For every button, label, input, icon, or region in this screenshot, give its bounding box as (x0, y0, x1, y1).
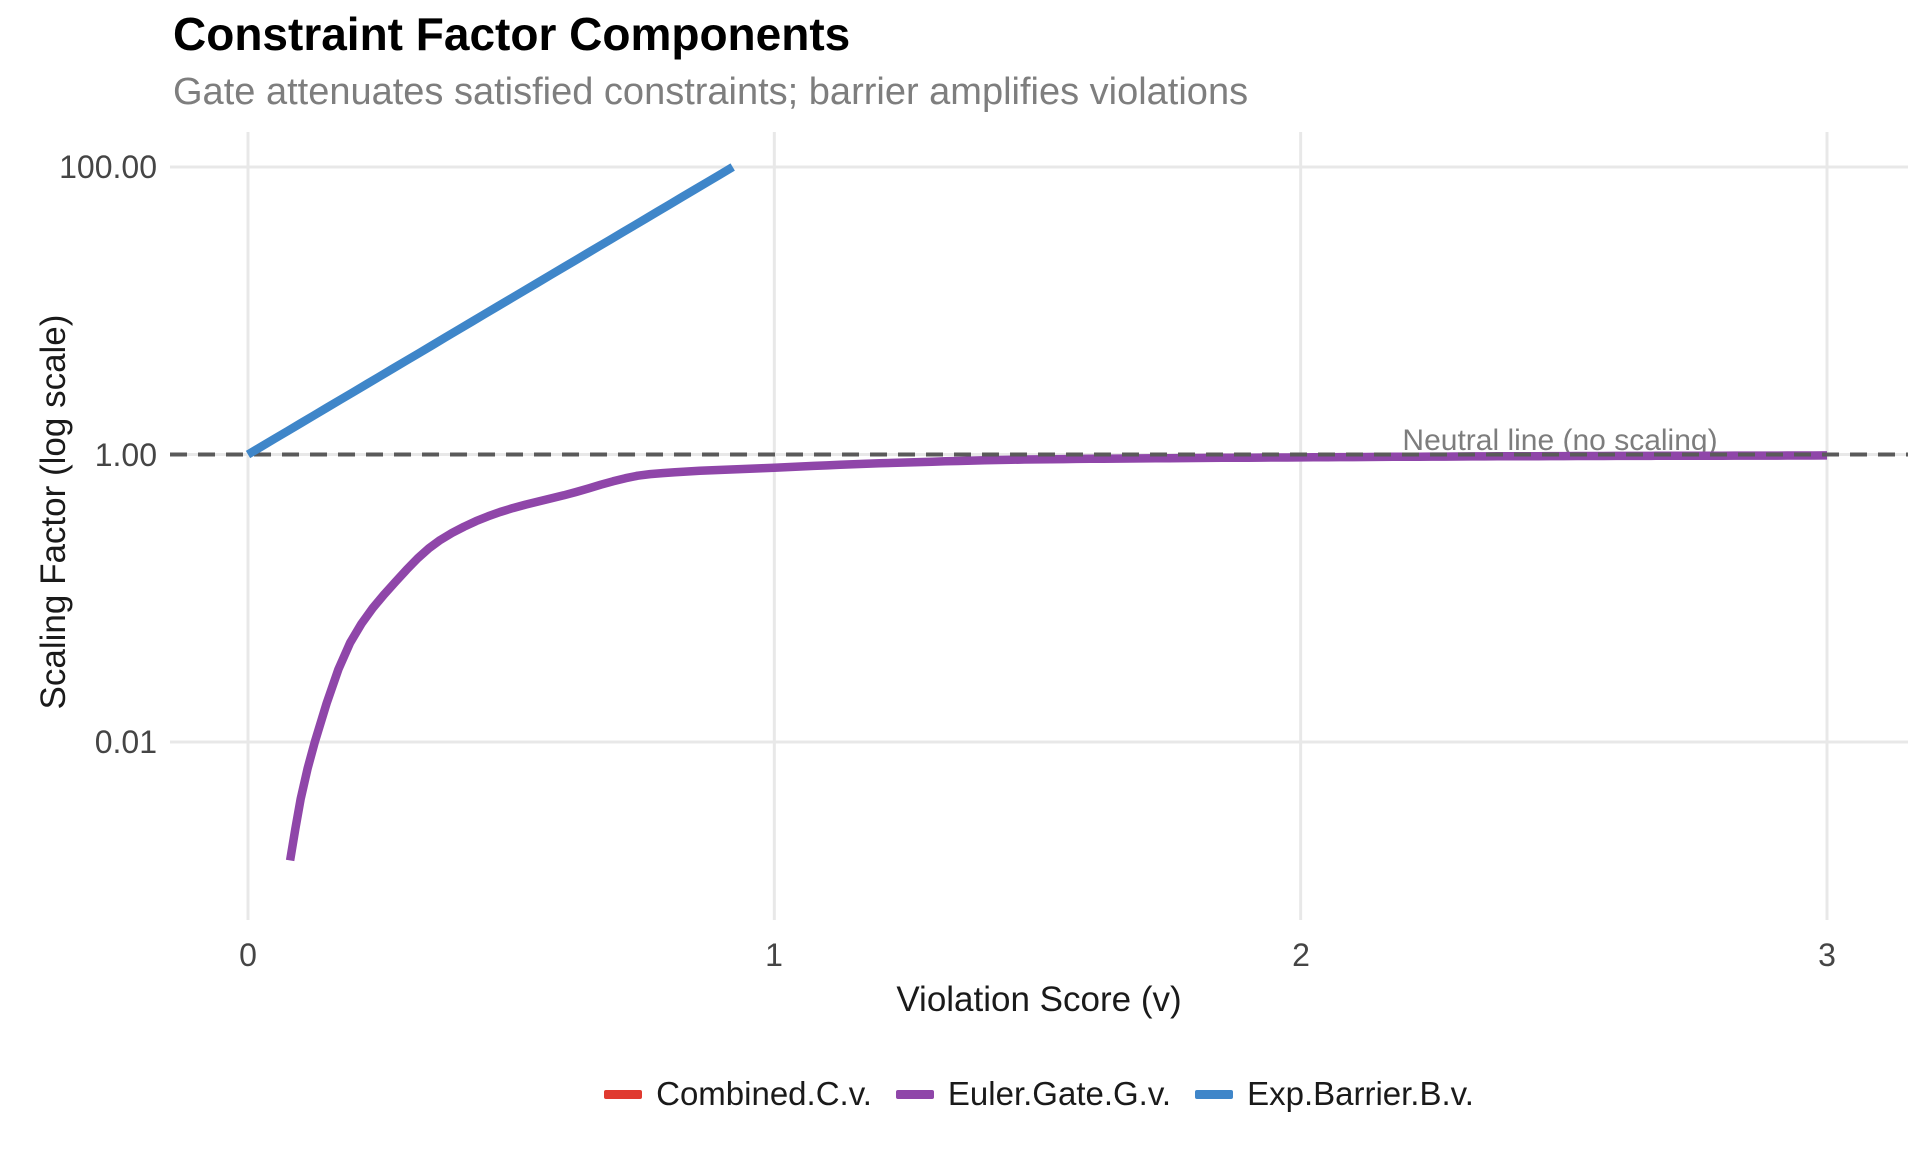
legend-item-exp-barrier: Exp.Barrier.B.v. (1195, 1076, 1474, 1112)
y-tick-label: 1.00 (94, 437, 157, 473)
legend-label-euler-gate: Euler.Gate.G.v. (947, 1075, 1172, 1112)
series-line-euler-gate-g-v- (285, 451, 1828, 862)
series-line-exp-barrier-b-v- (245, 163, 735, 459)
legend-key-combined (604, 1089, 643, 1099)
y-tick-label: 100.00 (59, 149, 157, 185)
legend: Combined.C.v. Euler.Gate.G.v. Exp.Barrie… (170, 1076, 1908, 1112)
chart-subtitle: Gate attenuates satisfied constraints; b… (173, 71, 1249, 113)
y-axis-title: Scaling Factor (log scale) (34, 314, 73, 710)
legend-item-euler-gate: Euler.Gate.G.v. (895, 1075, 1172, 1112)
legend-label-combined: Combined.C.v. (656, 1075, 872, 1112)
chart-title: Constraint Factor Components (173, 8, 851, 60)
x-tick-label: 3 (1818, 937, 1836, 973)
reference-line-label: Neutral line (no scaling) (1402, 424, 1718, 457)
legend-label-exp-barrier: Exp.Barrier.B.v. (1247, 1075, 1474, 1112)
x-axis-title: Violation Score (v) (896, 980, 1182, 1019)
legend-item-combined: Combined.C.v. (604, 1076, 872, 1112)
x-tick-label: 0 (239, 937, 257, 973)
y-tick-label: 0.01 (94, 724, 157, 760)
legend-key-euler-gate (895, 1089, 934, 1099)
x-tick-label: 1 (765, 937, 783, 973)
x-tick-label: 2 (1292, 937, 1310, 973)
legend-key-exp-barrier (1195, 1089, 1234, 1099)
